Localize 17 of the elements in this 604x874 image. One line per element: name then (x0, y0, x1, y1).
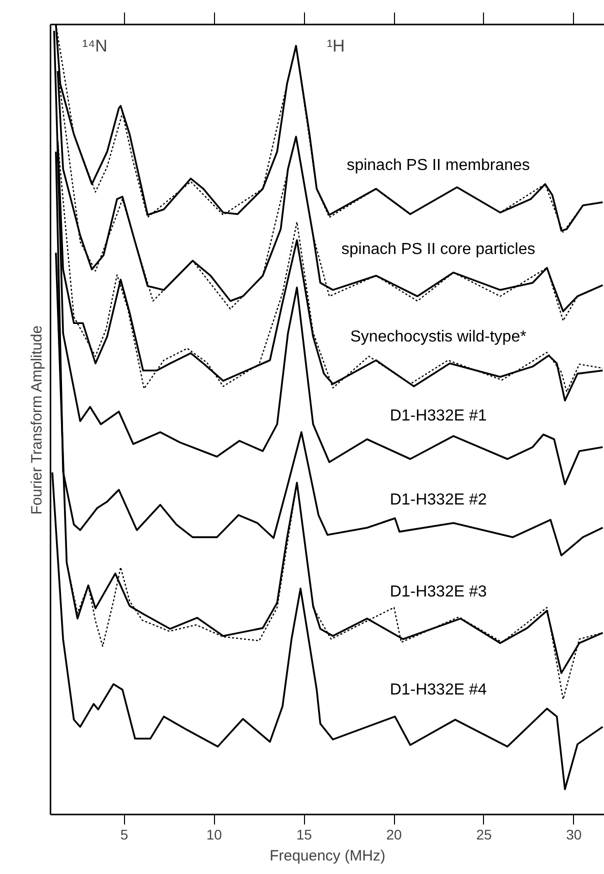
annotation: ¹H (326, 36, 345, 56)
series-label: spinach PS II membranes (346, 157, 530, 174)
x-tick-label: 10 (206, 826, 222, 842)
x-tick-label: 5 (120, 826, 128, 842)
x-tick-label: 25 (476, 826, 492, 842)
series-label: D1-H332E #3 (390, 584, 487, 601)
annotation: ¹⁴N (82, 36, 108, 56)
series-label: D1-H332E #2 (390, 491, 487, 508)
y-axis-title: Fourier Transform Amplitude (28, 325, 46, 515)
x-tick-label: 15 (296, 826, 312, 842)
x-axis-title: Frequency (MHz) (270, 848, 386, 864)
x-tick-label: 20 (386, 826, 402, 842)
series-label: D1-H332E #4 (390, 682, 487, 699)
series-label: D1-H332E #1 (390, 408, 487, 425)
series-label: Synechocystis wild-type* (350, 328, 526, 346)
series-label: spinach PS II core particles (341, 240, 536, 258)
x-tick-label: 30 (566, 826, 582, 842)
